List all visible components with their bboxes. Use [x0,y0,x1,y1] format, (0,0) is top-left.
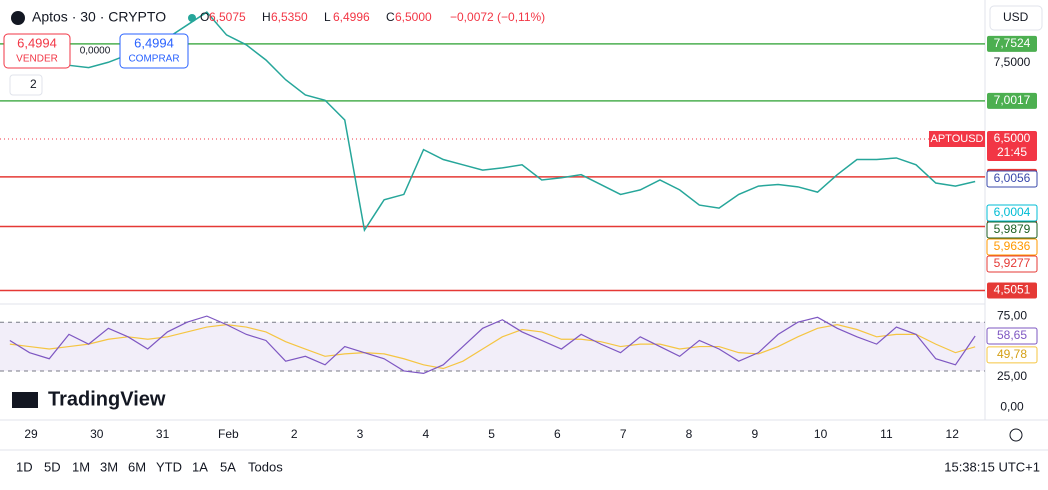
last-name: APTOUSD [931,133,984,145]
buy-button[interactable] [119,33,189,69]
symbol: Aptos · 30 · CRYPTO [32,9,166,25]
ohlc-value: 6,4996 [333,10,370,24]
level-tag [987,35,1037,52]
ohlc-value: 6,5075 [209,10,246,24]
spread: 0,0000 [80,46,111,57]
ohlc-value: 6,5350 [271,10,308,24]
range-button[interactable]: YTD [156,459,182,474]
range-button[interactable]: 1A [192,459,208,474]
brand-logo [12,392,38,408]
sell-button[interactable] [3,33,71,69]
market-dot [188,14,196,22]
rsi-tick-label: 25,00 [997,369,1027,383]
marker-label: 5,9879 [994,222,1031,236]
indicators-count: 2 [30,77,37,91]
marker-tag [986,204,1038,222]
rsi-signal [9,324,976,370]
symbol-icon [11,11,25,25]
x-tick-label: 6 [554,427,561,441]
level-tag [987,282,1037,299]
last-tag [929,130,985,147]
level-label: 7,0017 [994,93,1031,107]
currency: USD [1003,10,1029,24]
signal-tag [986,346,1038,364]
ohlc-value: 6,5000 [395,10,432,24]
indicators-toggle[interactable] [9,74,43,96]
marker-tag [986,170,1038,188]
change: −0,0072 (−0,11%) [450,10,545,24]
marker-tag [986,255,1038,273]
brand: TradingView [48,388,166,410]
rsi-value: 58,65 [997,328,1027,342]
settings-icon[interactable] [1009,428,1023,442]
x-tick-label: 2 [291,427,298,441]
range-button[interactable]: Todos [248,459,283,474]
marker-label: 6,0004 [994,205,1031,219]
rsi-tag [986,327,1038,345]
currency-button[interactable] [989,5,1043,31]
x-tick-label: 3 [357,427,364,441]
x-tick-label: 8 [686,427,693,441]
ohlc-key: H [262,10,271,24]
sell-price: 6,4994 [17,35,57,50]
level-label: 7,7524 [994,36,1031,50]
rsi-line [9,315,976,374]
ohlc: O 6,5075 H 6,5350 L 6,4996 C 6,5000 −0,0072 (−0,… [200,10,545,24]
level-tag [987,92,1037,109]
clock: 15:38:15 UTC+1 [944,459,1040,474]
rsi-band [0,322,985,371]
marker-label: 6,0056 [994,171,1031,185]
ohlc-key: L [324,10,331,24]
x-tick-label: 5 [488,427,495,441]
marker-tag [986,238,1038,256]
last-price: 6,5000 [994,131,1031,145]
x-tick-label: 30 [90,427,104,441]
range-button[interactable]: 1D [16,459,33,474]
x-tick-label: 7 [620,427,627,441]
range-button[interactable]: 5D [44,459,61,474]
x-tick-label: Feb [218,427,239,441]
countdown: 21:45 [997,145,1027,159]
marker-tag [986,221,1038,239]
x-tick-label: 31 [156,427,170,441]
range-button[interactable]: 3M [100,459,118,474]
rsi-tick-label: 75,00 [997,308,1027,322]
range-button[interactable]: 1M [72,459,90,474]
range-button[interactable]: 6M [128,459,146,474]
level-label: 4,5051 [994,283,1031,297]
x-tick-label: 11 [880,427,893,441]
x-tick-label: 9 [751,427,758,441]
marker-label: 5,9636 [994,239,1031,253]
range-button[interactable]: 5A [220,459,236,474]
rsi-pane: 75,00 25,00 0,00 58,65 49,78 [0,308,1038,414]
sell-label: VENDER [16,54,58,65]
rsi-tick-label: 0,00 [1000,400,1024,414]
last-price-tag [987,130,1037,161]
buy-price: 6,4994 [134,35,174,50]
y-tick-label: 7,5000 [994,55,1031,69]
buy-label: COMPRAR [128,54,179,65]
x-tick-label: 29 [24,427,38,441]
ohlc-key: O [200,10,209,24]
footer: 1D 5D 1M 3M 6M YTD 1A 5A Todos [16,459,283,474]
x-tick-label: 4 [422,427,429,441]
marker-label: 5,9277 [994,256,1031,270]
x-tick-label: 12 [946,427,960,441]
x-tick-label: 10 [814,427,828,441]
signal-value: 49,78 [997,347,1027,361]
ohlc-key: C [386,10,395,24]
